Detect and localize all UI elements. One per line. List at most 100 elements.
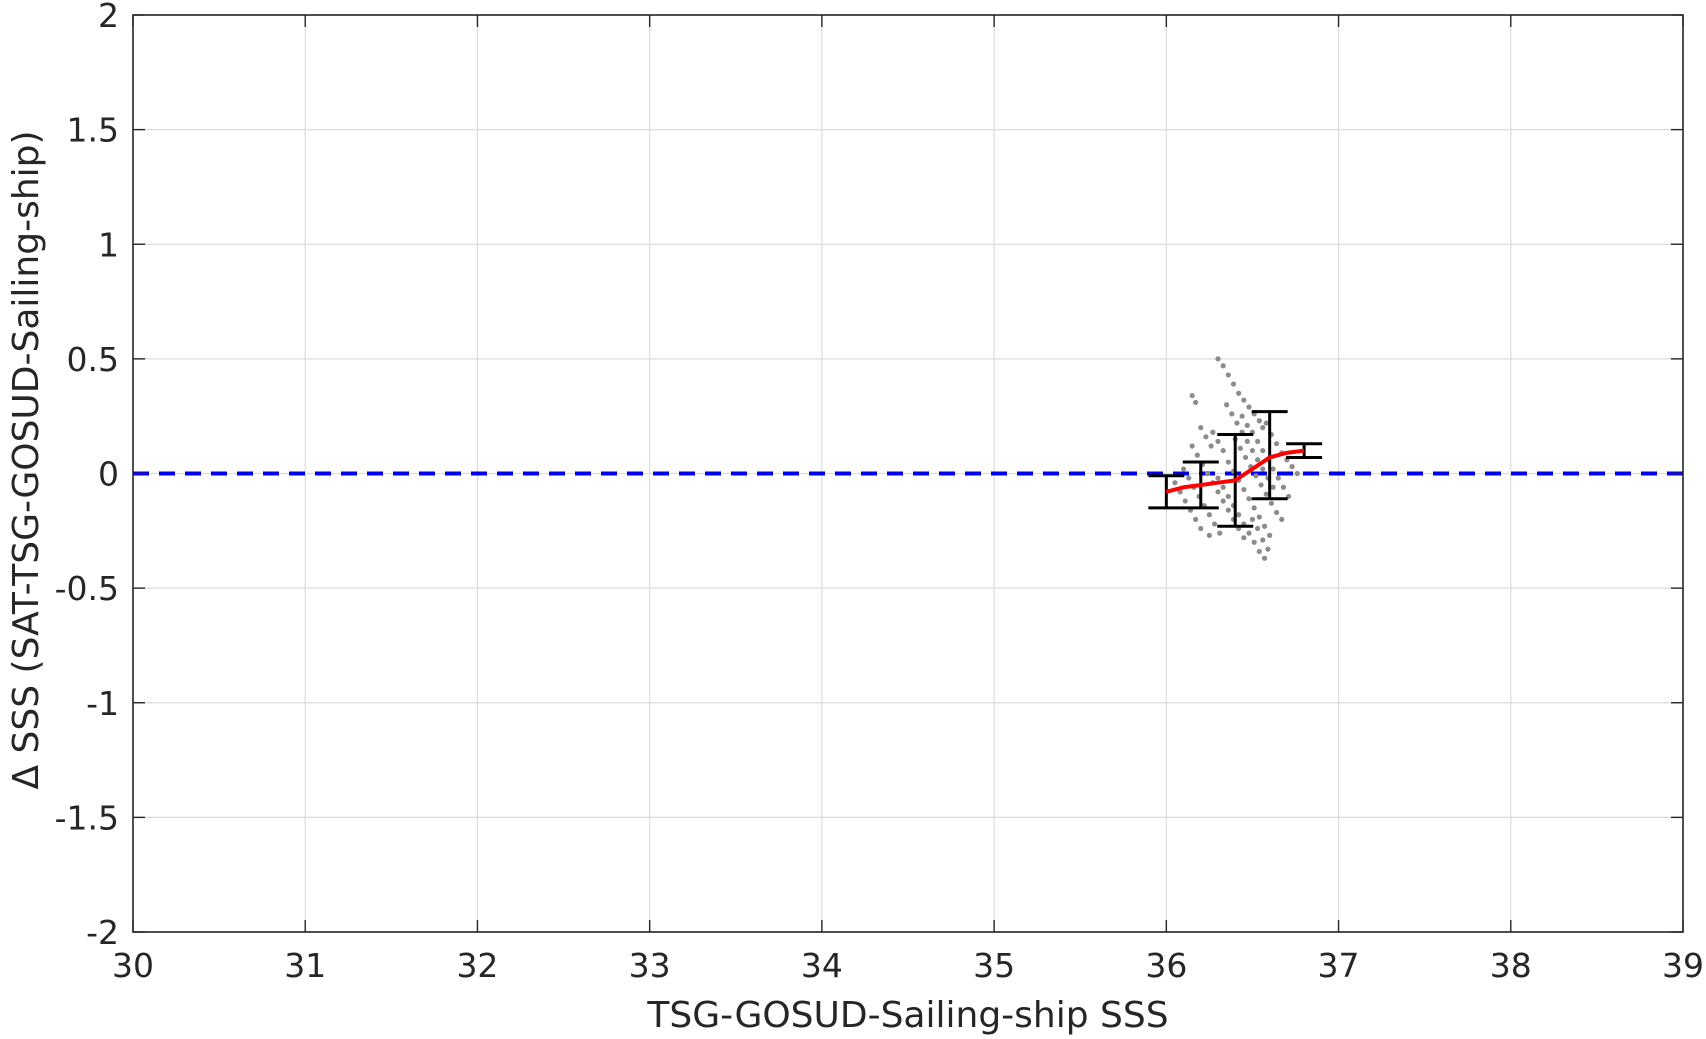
scatter-point: [1256, 418, 1262, 424]
scatter-point: [1255, 457, 1261, 463]
x-tick-label: 39: [1662, 946, 1704, 985]
scatter-point: [1261, 523, 1268, 529]
x-tick-label: 36: [1145, 946, 1187, 985]
scatter-point: [1206, 532, 1212, 538]
y-tick-label: -2: [86, 913, 119, 952]
scatter-point: [1260, 537, 1266, 543]
scatter-point: [1258, 482, 1264, 488]
scatter-point: [1186, 475, 1192, 481]
scatter-point: [1268, 500, 1274, 506]
x-tick-label: 34: [801, 946, 843, 985]
x-tick-label: 33: [629, 946, 671, 985]
scatter-point: [1225, 493, 1231, 500]
scatter-point: [1249, 447, 1256, 454]
scatter-point: [1225, 507, 1231, 513]
scatter-point: [1215, 489, 1221, 495]
scatter-point: [1193, 399, 1199, 406]
scatter-point: [1198, 525, 1204, 532]
scatter-point: [1251, 505, 1257, 511]
scatter-point: [1215, 356, 1221, 362]
y-tick-label: 1.5: [67, 111, 119, 150]
scatter-point: [1220, 498, 1226, 504]
y-tick-label: 2: [98, 0, 119, 35]
scatter-point: [1270, 466, 1276, 472]
scatter-point: [1244, 438, 1250, 445]
scatter-point: [1273, 441, 1280, 447]
scatter-point: [1263, 420, 1269, 426]
scatter-point: [1172, 480, 1178, 486]
scatter-point: [1241, 535, 1247, 541]
scatter-point: [1251, 539, 1257, 545]
scatter-point: [1180, 466, 1187, 472]
scatter-point: [1260, 466, 1266, 472]
scatter-point: [1279, 516, 1285, 522]
scatter-point: [1260, 447, 1266, 454]
scatter-point: [1244, 422, 1250, 428]
scatter-point: [1203, 434, 1209, 440]
y-tick-label: 0: [98, 455, 119, 494]
y-tick-label: 1: [98, 225, 119, 264]
scatter-point: [1220, 447, 1226, 454]
scatter-point: [1234, 420, 1240, 426]
scatter-point: [1255, 438, 1261, 445]
error-bars: [1148, 410, 1323, 528]
scatter-point: [1294, 470, 1300, 477]
scatter-point: [1224, 402, 1230, 408]
x-tick-label: 32: [456, 946, 498, 985]
y-tick-label: -0.5: [55, 569, 119, 608]
scatter-point: [1220, 363, 1226, 369]
scatter-point: [1194, 452, 1200, 458]
scatter-point: [1242, 454, 1249, 461]
scatter-point: [1210, 429, 1216, 435]
scatter-point: [1225, 372, 1231, 378]
scatter-point: [1255, 525, 1261, 532]
scatter-point: [1198, 425, 1204, 431]
scatter-point: [1249, 516, 1256, 522]
x-tick-label: 35: [973, 946, 1015, 985]
scatter-point: [1237, 445, 1243, 451]
scatter-point: [1182, 498, 1188, 504]
error-bar: [1148, 474, 1185, 510]
scatter-point: [1215, 438, 1221, 445]
x-tick-label: 38: [1490, 946, 1532, 985]
scatter-point: [1246, 404, 1252, 410]
scatter-point: [1217, 530, 1223, 536]
x-axis-label: TSG-GOSUD-Sailing-ship SSS: [646, 995, 1168, 1036]
scatter-point: [1189, 392, 1195, 399]
scatter-point: [1263, 491, 1269, 497]
scatter-point: [1230, 381, 1237, 387]
scatter-point: [1246, 496, 1252, 502]
scatter-point: [1229, 411, 1235, 417]
y-axis-label: Δ SSS (SAT-TSG-GOSUD-Sailing-ship): [6, 130, 47, 789]
scatter-point: [1205, 470, 1211, 477]
scatter-point: [1275, 475, 1281, 481]
scatter-point: [1189, 443, 1195, 449]
scatter-point: [1280, 484, 1287, 490]
scatter-point: [1225, 459, 1231, 465]
scatter-point: [1260, 425, 1266, 431]
scatter-point: [1193, 516, 1199, 522]
scatter-point: [1241, 486, 1247, 493]
x-tick-label: 30: [112, 946, 154, 985]
scatter-point: [1246, 530, 1252, 536]
scatter-point: [1211, 521, 1218, 527]
scatter-point: [1236, 512, 1242, 518]
axis-ticks: [132, 14, 1684, 933]
mean-line-path: [1165, 448, 1305, 494]
scatter-point: [1265, 546, 1271, 552]
scatter-point: [1289, 464, 1295, 470]
scatter-point: [1253, 473, 1259, 479]
y-tick-label: -1: [86, 684, 119, 723]
x-tick-label: 37: [1318, 946, 1360, 985]
scatter-point: [1256, 548, 1262, 555]
error-bar: [1251, 410, 1288, 501]
scatter-point: [1239, 413, 1245, 419]
scatter-point: [1261, 555, 1268, 561]
y-tick-label: -1.5: [55, 798, 119, 837]
x-tick-label: 31: [284, 946, 326, 985]
scatter-point: [1236, 390, 1242, 396]
x-tick-labels: 30 31 32 33 34 35 36 37 38 39: [112, 946, 1704, 985]
scatter-point: [1267, 532, 1273, 538]
scatter-point: [1220, 484, 1226, 490]
